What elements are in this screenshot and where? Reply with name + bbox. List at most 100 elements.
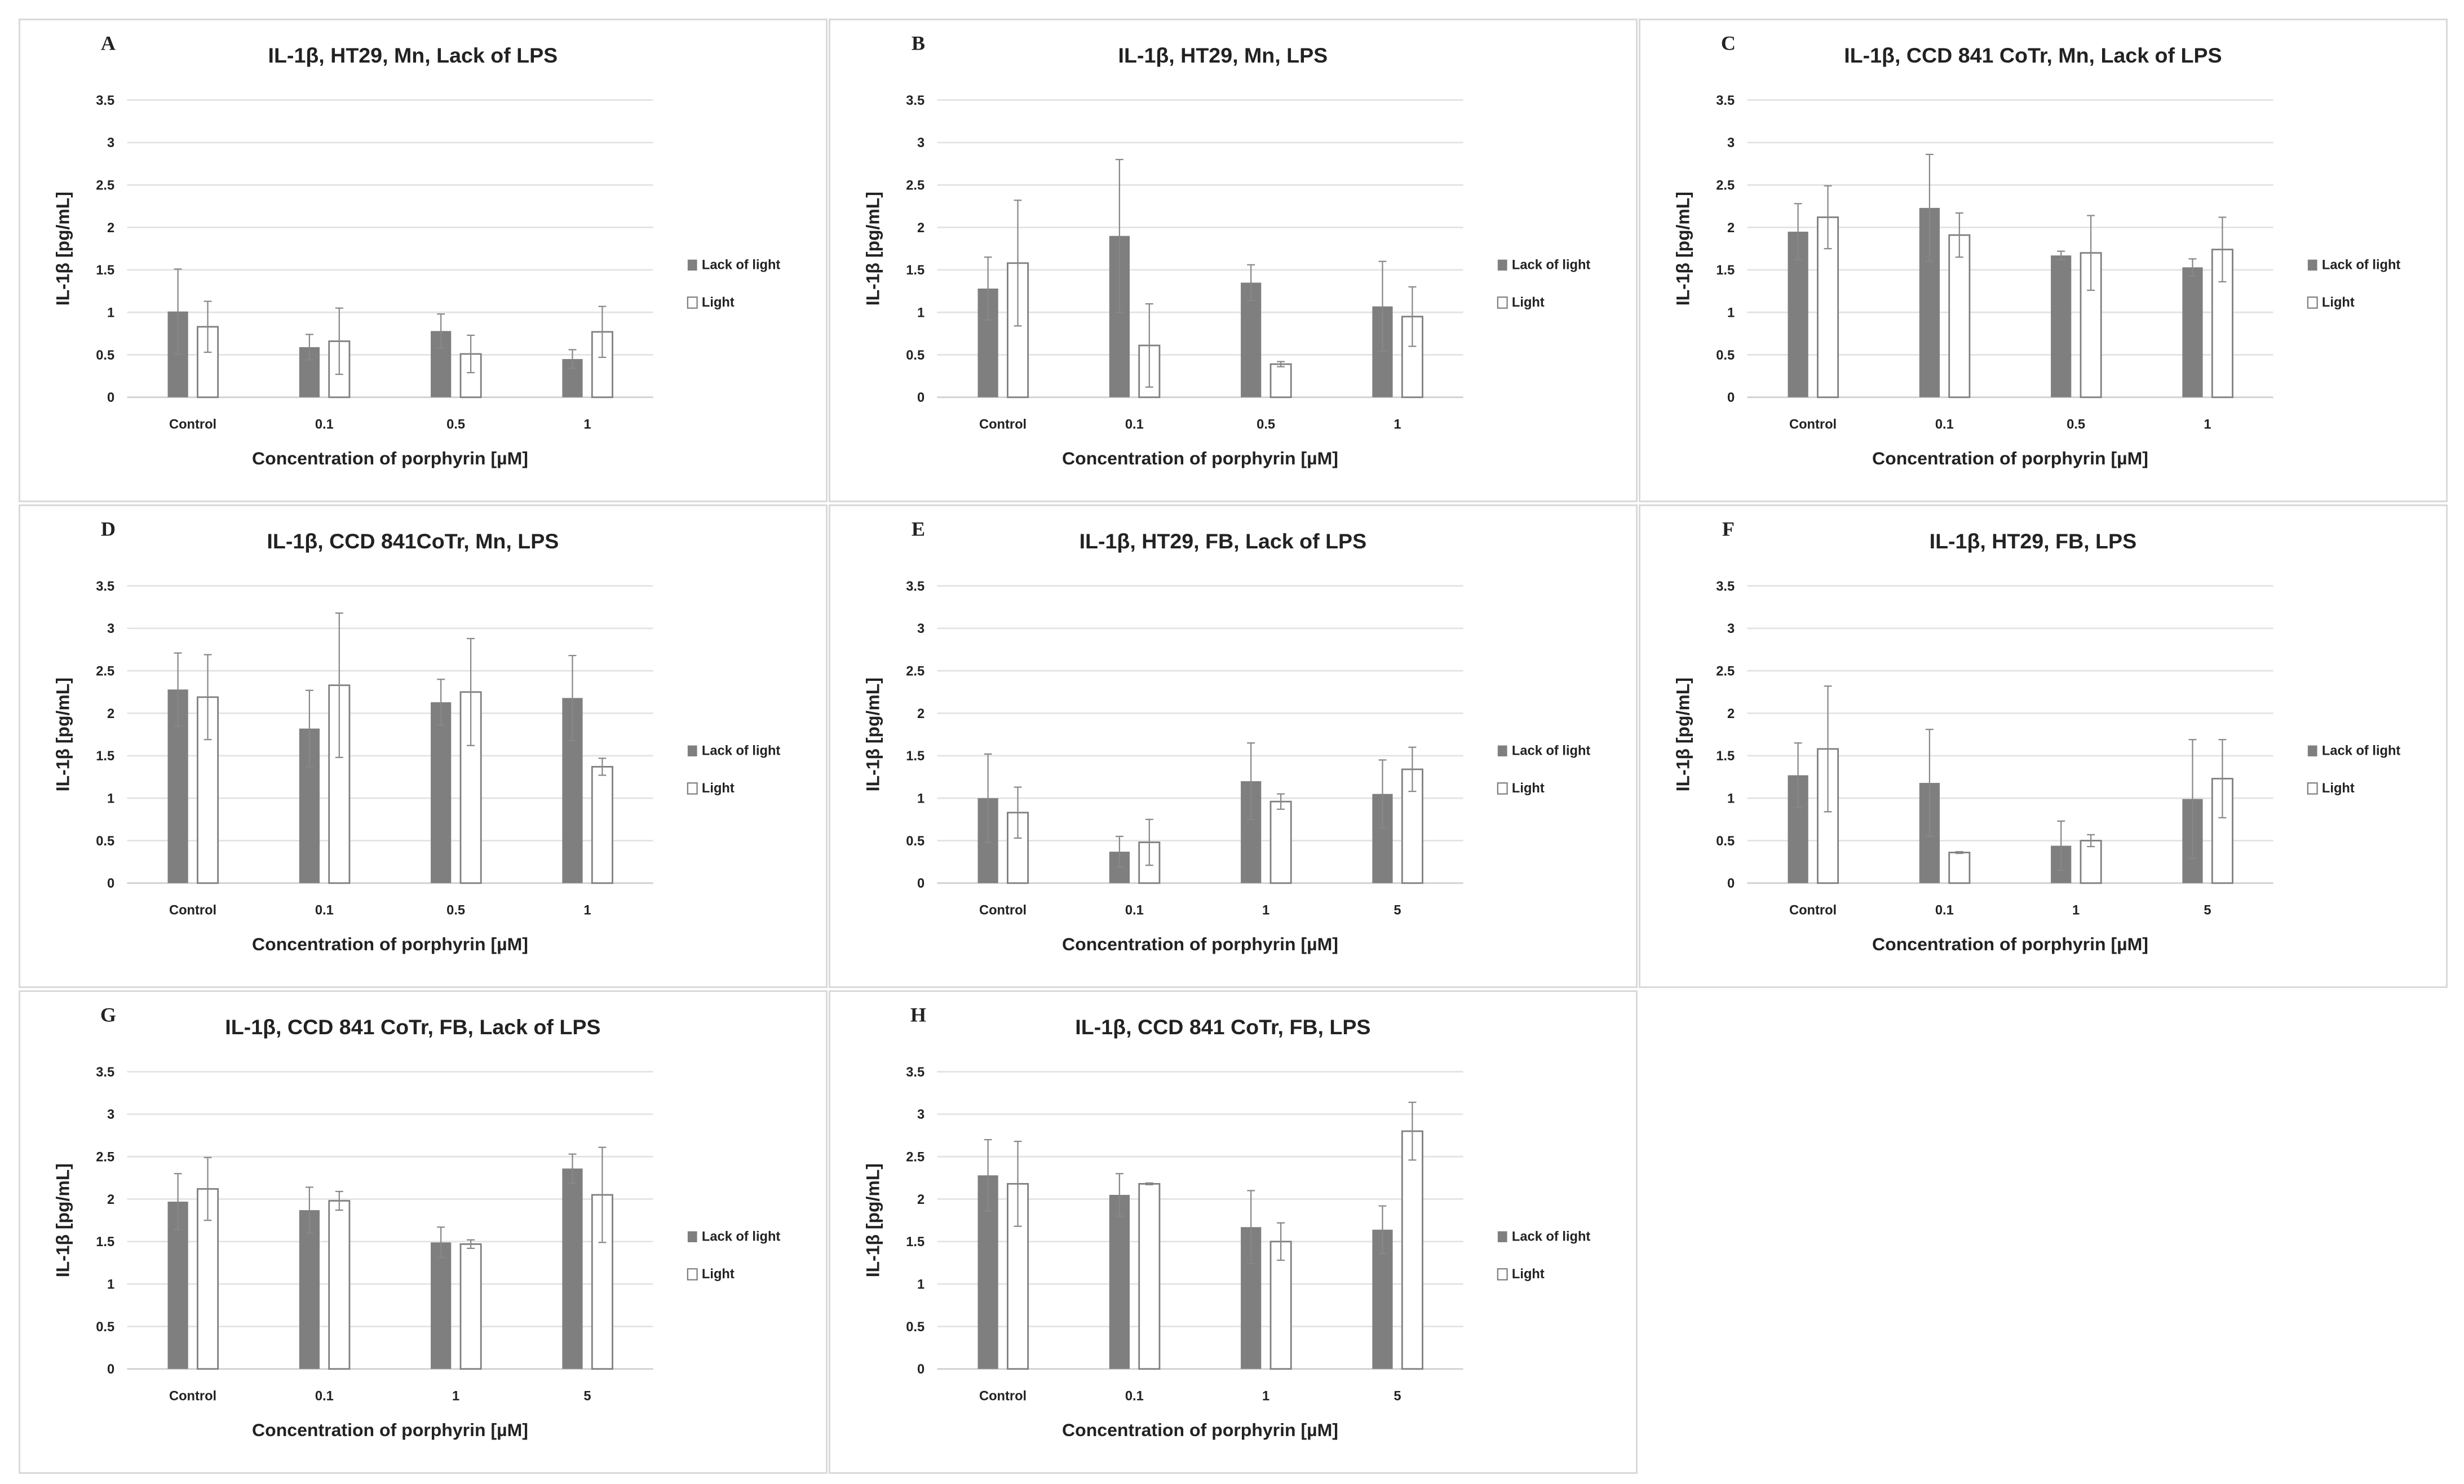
x-tick-label: Control	[979, 417, 1027, 432]
y-tick-label: 3.5	[906, 1065, 924, 1080]
chart-panel-h: H IL-1β, CCD 841 CoTr, FB, LPS 0 0.5 1 1.5 2 2.…	[829, 990, 1638, 1474]
chart-title: IL-1β, CCD 841 CoTr, Mn, Lack of LPS	[1844, 43, 2222, 67]
legend-label: Light	[2322, 295, 2355, 310]
x-tick-label: Control	[979, 903, 1027, 918]
y-tick-label: 0	[917, 1362, 924, 1377]
y-tick-label: 2.5	[906, 179, 924, 193]
legend-label: Light	[2322, 781, 2355, 796]
x-tick-label: 0.5	[446, 903, 465, 918]
legend-swatch	[2307, 745, 2317, 757]
y-tick-label: 3.5	[96, 1065, 114, 1080]
bar-chart: E IL-1β, HT29, FB, Lack of LPS 0 0.5 1 1.5 2 2.…	[862, 518, 1590, 954]
panel-letter: A	[101, 32, 116, 55]
chart-title: IL-1β, CCD 841CoTr, Mn, LPS	[267, 529, 559, 553]
x-tick-label: 1	[2204, 417, 2211, 432]
panel-letter: H	[910, 1004, 926, 1026]
bar-light	[459, 1243, 482, 1370]
x-tick-label: Control	[979, 1389, 1027, 1403]
y-tick-label: 0	[107, 1362, 114, 1377]
y-tick-label: 3.5	[906, 579, 924, 594]
chart-title: IL-1β, HT29, Mn, LPS	[1118, 43, 1328, 67]
bar-chart: H IL-1β, CCD 841 CoTr, FB, LPS 0 0.5 1 1.5 2 2.…	[862, 1004, 1591, 1440]
y-tick-label: 1.5	[96, 749, 114, 764]
bar-light	[1401, 1130, 1423, 1370]
y-tick-label: 2.5	[96, 1150, 114, 1165]
chart-panel-f: F IL-1β, HT29, FB, LPS 0 0.5 1 1.5 2 2.5 3 3.5 IL-…	[1639, 504, 2448, 988]
chart-panel-g: G IL-1β, CCD 841 CoTr, FB, Lack of LPS 0 0.…	[19, 990, 828, 1474]
y-tick-label: 3.5	[906, 94, 924, 108]
legend-label: Lack of light	[702, 743, 781, 758]
bar-light	[1269, 800, 1292, 884]
x-axis-label: Concentration of porphyrin [µM]	[252, 1420, 528, 1440]
x-tick-label: 0.5	[2067, 417, 2085, 432]
legend-label: Lack of light	[1512, 1229, 1591, 1244]
chart-panel-a: A IL-1β, HT29, Mn, Lack of LPS 0 0.5 1 1.5 2 2.…	[19, 19, 828, 502]
x-axis-label: Concentration of porphyrin [µM]	[252, 448, 528, 468]
x-tick-label: Control	[169, 903, 216, 918]
y-tick-label: 3	[1727, 622, 1735, 636]
y-tick-label: 2.5	[96, 179, 114, 193]
chart-title: IL-1β, HT29, FB, Lack of LPS	[1080, 529, 1367, 553]
legend-label: Light	[702, 1267, 735, 1282]
legend-label: Lack of light	[702, 258, 781, 272]
legend-swatch	[687, 1231, 697, 1243]
x-tick-label: 1	[583, 903, 591, 918]
y-tick-label: 2.5	[96, 665, 114, 679]
y-tick-label: 2.5	[1716, 665, 1735, 679]
x-tick-label: Control	[169, 417, 216, 432]
x-tick-label: 0.1	[1125, 417, 1144, 432]
bar-chart: F IL-1β, HT29, FB, LPS 0 0.5 1 1.5 2 2.5 3 3.5 IL-…	[1673, 518, 2400, 954]
y-tick-label: 2	[1727, 707, 1735, 721]
chart-title: IL-1β, HT29, FB, LPS	[1930, 529, 2137, 553]
bar-lack-of-light	[299, 1210, 320, 1369]
x-tick-label: 5	[1394, 903, 1401, 918]
y-tick-label: 0.5	[906, 1320, 924, 1335]
bar-lack-of-light	[1109, 1194, 1130, 1369]
x-axis-label: Concentration of porphyrin [µM]	[1872, 934, 2148, 954]
y-tick-label: 1	[917, 792, 924, 807]
y-tick-label: 1.5	[906, 1235, 924, 1250]
y-tick-label: 1.5	[1716, 263, 1735, 278]
y-tick-label: 3	[107, 622, 114, 636]
legend-swatch	[687, 782, 698, 795]
legend-swatch	[687, 745, 697, 757]
x-tick-label: 0.1	[1935, 903, 1954, 918]
y-tick-label: 3	[917, 1108, 924, 1122]
y-axis-label: IL-1β [pg/mL]	[52, 677, 73, 791]
bar-chart: B IL-1β, HT29, Mn, LPS 0 0.5 1 1.5 2 2.5 3 3.5 IL-…	[862, 32, 1590, 468]
x-axis-label: Concentration of porphyrin [µM]	[1062, 934, 1338, 954]
chart-panel-e: E IL-1β, HT29, FB, Lack of LPS 0 0.5 1 1.5 2 2.…	[829, 504, 1638, 988]
legend-label: Light	[1512, 1267, 1545, 1282]
legend-swatch	[1497, 259, 1507, 271]
bar-lack-of-light	[2182, 267, 2203, 397]
x-axis-label: Concentration of porphyrin [µM]	[1062, 1420, 1338, 1440]
y-tick-label: 0.5	[906, 834, 924, 849]
y-tick-label: 2	[107, 221, 114, 236]
bar-chart: G IL-1β, CCD 841 CoTr, FB, Lack of LPS 0 0.…	[52, 1004, 780, 1440]
y-tick-label: 1	[1727, 792, 1735, 807]
y-tick-label: 3	[107, 1108, 114, 1122]
y-tick-label: 2	[917, 707, 924, 721]
x-tick-label: 0.1	[315, 903, 334, 918]
legend-label: Light	[1512, 295, 1545, 310]
legend-swatch	[2307, 259, 2317, 271]
y-tick-label: 0.5	[96, 348, 114, 363]
x-tick-label: 5	[1394, 1389, 1401, 1403]
legend-label: Light	[702, 781, 735, 796]
panel-letter: B	[912, 32, 925, 55]
y-tick-label: 3.5	[96, 94, 114, 108]
bar-light	[1948, 852, 1971, 884]
y-tick-label: 1	[917, 1278, 924, 1292]
x-tick-label: 1	[2072, 903, 2080, 918]
x-tick-label: 1	[452, 1389, 459, 1403]
y-tick-label: 1	[917, 306, 924, 321]
bar-chart: C IL-1β, CCD 841 CoTr, Mn, Lack of LPS 0 0.…	[1673, 32, 2400, 468]
y-tick-label: 0.5	[96, 834, 114, 849]
bar-lack-of-light	[431, 702, 452, 883]
legend-swatch	[1497, 782, 1508, 795]
x-tick-label: Control	[1789, 417, 1837, 432]
panel-letter: D	[101, 518, 116, 541]
y-tick-label: 2.5	[1716, 179, 1735, 193]
y-tick-label: 2	[107, 1193, 114, 1207]
panel-letter: E	[912, 518, 925, 541]
